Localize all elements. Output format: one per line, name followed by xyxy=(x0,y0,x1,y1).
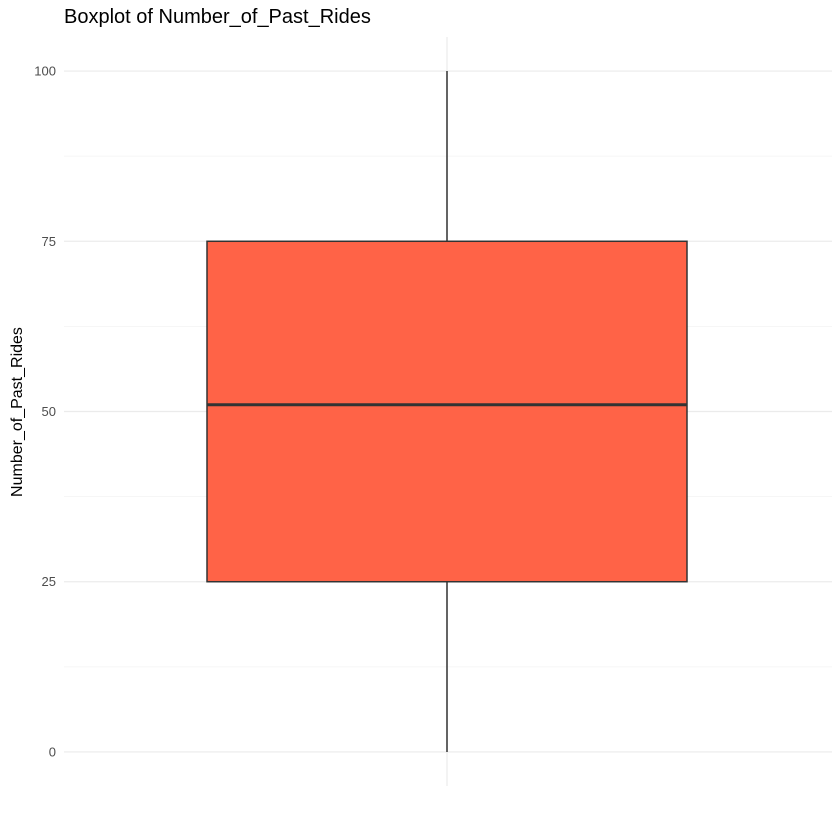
y-tick-label: 50 xyxy=(42,404,56,419)
y-tick-label: 25 xyxy=(42,574,56,589)
chart-title: Boxplot of Number_of_Past_Rides xyxy=(64,6,371,28)
box-plot xyxy=(206,71,688,752)
iqr-box xyxy=(206,240,688,583)
y-tick-label: 100 xyxy=(34,64,56,79)
y-axis-ticks: 0 25 50 75 100 xyxy=(34,64,56,760)
y-axis-label: Number_of_Past_Rides xyxy=(9,327,26,497)
y-tick-label: 75 xyxy=(42,234,56,249)
y-tick-label: 0 xyxy=(49,744,56,759)
